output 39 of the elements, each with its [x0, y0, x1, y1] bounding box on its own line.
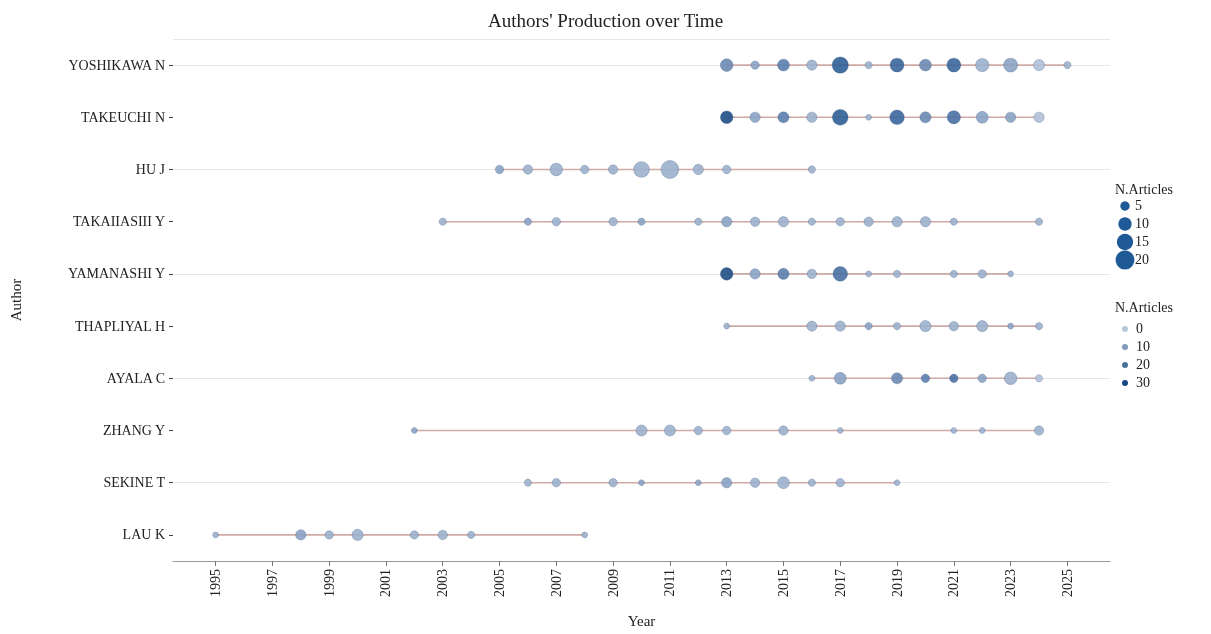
legend-label: 15: [1135, 233, 1149, 249]
x-tick-label: 2017: [832, 569, 848, 597]
text: 20: [1136, 357, 1150, 373]
y-tick-label: LAU K: [122, 527, 165, 543]
y-axis-title: Author: [7, 278, 24, 322]
y-tick-label: TAKEUCHI N: [80, 109, 165, 125]
x-tick-label: 1995: [208, 569, 224, 597]
x-tick-label: 2009: [605, 569, 621, 597]
legend-label: 20: [1135, 251, 1149, 267]
legend-label: 5: [1135, 197, 1142, 213]
y-tick-label: SEKINE T: [103, 475, 166, 491]
x-tick-label: 2025: [1059, 569, 1075, 597]
text: 0: [1136, 321, 1143, 337]
x-tick-label: 2013: [719, 569, 735, 597]
text: 10: [1136, 339, 1150, 355]
text: 30: [1136, 375, 1150, 391]
x-tick-label: 2007: [548, 569, 564, 597]
x-tick-label: 2021: [946, 569, 962, 597]
y-tick-label: ZHANG Y: [102, 423, 165, 438]
x-tick-label: 2011: [662, 569, 678, 597]
color-bar-title: N.Articles: [1115, 300, 1173, 316]
x-tick-label: 2003: [435, 569, 451, 597]
x-tick-label: 2005: [492, 569, 508, 597]
x-axis-title: Year: [627, 612, 656, 629]
x-tick-label: 2019: [889, 569, 905, 597]
y-tick-label: YAMANASHI Y: [67, 266, 165, 282]
y-tick-label: THAPLIYAL H: [74, 318, 165, 334]
x-tick-label: 2023: [1003, 569, 1019, 597]
x-tick-label: 1999: [321, 569, 337, 597]
y-tick-label: AYALA C: [106, 370, 165, 386]
x-tick-label: 1997: [264, 569, 280, 597]
legend-title: N.Articles: [1115, 181, 1173, 197]
y-tick-label: TAKAIIASIII Y: [72, 214, 165, 230]
y-tick-label: HU J: [135, 162, 166, 177]
legend-label: 10: [1135, 215, 1149, 231]
x-tick-label: 2001: [378, 569, 394, 597]
chart-title: Authors' Production over Time: [487, 10, 724, 31]
x-tick-label: 2015: [775, 569, 791, 597]
y-tick-label: YOSHIKAWA N: [68, 57, 165, 73]
